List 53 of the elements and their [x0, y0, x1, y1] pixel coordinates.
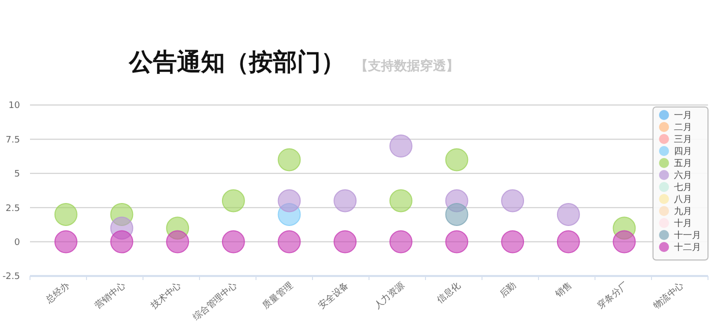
y-tick-label: 7.5: [6, 135, 20, 146]
point: [54, 230, 78, 254]
point: [334, 189, 357, 212]
point: [54, 202, 78, 226]
point: [278, 148, 301, 172]
point: [222, 189, 245, 212]
x-tick-label: 销售: [552, 280, 574, 301]
point: [612, 230, 636, 254]
legend-label: 七月: [674, 182, 692, 194]
point: [556, 230, 580, 254]
point: [278, 230, 301, 254]
x-tick-label: 穿条分厂: [596, 280, 630, 312]
point: [556, 202, 580, 226]
legend-label: 二月: [674, 123, 692, 134]
point: [501, 230, 524, 254]
point: [445, 202, 468, 226]
legend-label: 四月: [674, 147, 692, 158]
legend-label: 十一月: [674, 230, 701, 242]
point: [389, 230, 412, 254]
x-tick-label: 营销中心: [93, 280, 128, 312]
legend-label: 六月: [674, 170, 692, 182]
x-tick-label: 技术中心: [148, 280, 184, 312]
point: [222, 230, 245, 254]
x-tick-label: 安全设备: [316, 280, 352, 312]
legend-label: 一月: [674, 111, 692, 122]
legend-label: 十月: [674, 218, 692, 230]
legend-label: 十二月: [674, 242, 701, 254]
point: [445, 148, 468, 172]
y-tick-label: 0: [14, 238, 20, 248]
point: [389, 134, 412, 158]
point: [445, 230, 468, 254]
point: [334, 230, 357, 254]
y-tick-label: 5: [14, 170, 20, 180]
legend-label: 三月: [674, 135, 692, 146]
y-tick-label: -2.5: [2, 272, 20, 282]
point: [389, 189, 412, 212]
x-tick-label: 质量管理: [260, 280, 296, 312]
y-tick-label: 2.5: [6, 204, 20, 214]
point: [278, 189, 301, 212]
x-tick-label: 后勤: [498, 280, 519, 300]
chart-title: 公告通知（按部门）: [128, 48, 345, 76]
point: [501, 189, 524, 212]
legend-label: 九月: [674, 206, 692, 218]
x-tick-label: 物流中心: [651, 280, 686, 312]
x-tick-label: 信息化: [434, 280, 463, 306]
x-tick-label: 人力资源: [372, 280, 407, 312]
legend-label: 五月: [674, 159, 692, 170]
point: [166, 230, 190, 254]
legend-label: 八月: [674, 194, 692, 206]
point: [110, 230, 134, 254]
x-tick-label: 总经办: [43, 280, 72, 306]
x-tick-label: 综合管理中心: [190, 280, 240, 324]
y-tick-label: 10: [8, 101, 20, 112]
